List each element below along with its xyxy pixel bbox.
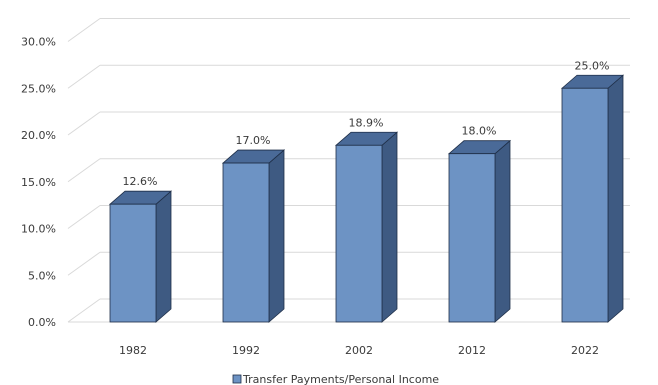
bar-front-face	[561, 87, 609, 323]
x-tick-label: 1992	[232, 344, 260, 357]
gridline-diagonal	[67, 64, 101, 89]
gridline-diagonal	[67, 298, 101, 323]
bar-side-face	[607, 74, 624, 323]
bar: 18.0%	[447, 125, 512, 323]
legend-swatch	[232, 374, 242, 384]
y-tick-label: 30.0%	[21, 36, 56, 49]
data-label: 18.0%	[462, 125, 497, 138]
y-tick-label: 10.0%	[21, 223, 56, 236]
data-label: 17.0%	[236, 134, 271, 147]
y-axis-ticks: 0.0% 5.0% 10.0% 15.0% 20.0% 25.0% 30.0%	[21, 36, 56, 330]
bar: 18.9%	[334, 116, 399, 323]
x-tick-label: 2002	[345, 344, 373, 357]
bar-side-face	[268, 149, 285, 323]
bar-side-face	[381, 131, 398, 323]
bar: 17.0%	[221, 134, 286, 323]
x-tick-label: 2022	[571, 344, 599, 357]
y-tick-label: 25.0%	[21, 82, 56, 95]
bar: 12.6%	[108, 175, 173, 323]
gridline-diagonal	[67, 205, 101, 229]
x-axis-ticks: 1982 1992 2002 2012 2022	[119, 344, 599, 357]
y-tick-label: 5.0%	[28, 269, 56, 282]
legend: Transfer Payments/Personal Income	[232, 373, 439, 385]
gridline-diagonal	[67, 18, 101, 42]
gridline-diagonal	[67, 111, 101, 136]
data-label: 25.0%	[575, 59, 610, 72]
y-tick-label: 15.0%	[21, 176, 56, 189]
data-label: 12.6%	[123, 175, 158, 188]
bar: 25.0%	[560, 59, 625, 323]
gridline-diagonal	[67, 251, 101, 276]
bars: 12.6% 17.0% 18.9% 18.0% 25.0%	[108, 59, 625, 323]
legend-label: Transfer Payments/Personal Income	[242, 373, 439, 385]
bar-front-face	[448, 153, 496, 323]
gridline-diagonal	[67, 158, 101, 183]
x-tick-label: 1982	[119, 344, 147, 357]
bar-front-face	[222, 162, 270, 323]
bar-side-face	[155, 190, 172, 323]
bar-front-face	[335, 144, 383, 323]
bar-side-face	[494, 139, 511, 323]
y-tick-label: 20.0%	[21, 129, 56, 142]
y-tick-label: 0.0%	[28, 316, 56, 329]
data-label: 18.9%	[349, 116, 384, 129]
bar-front-face	[109, 203, 157, 323]
x-tick-label: 2012	[458, 344, 486, 357]
